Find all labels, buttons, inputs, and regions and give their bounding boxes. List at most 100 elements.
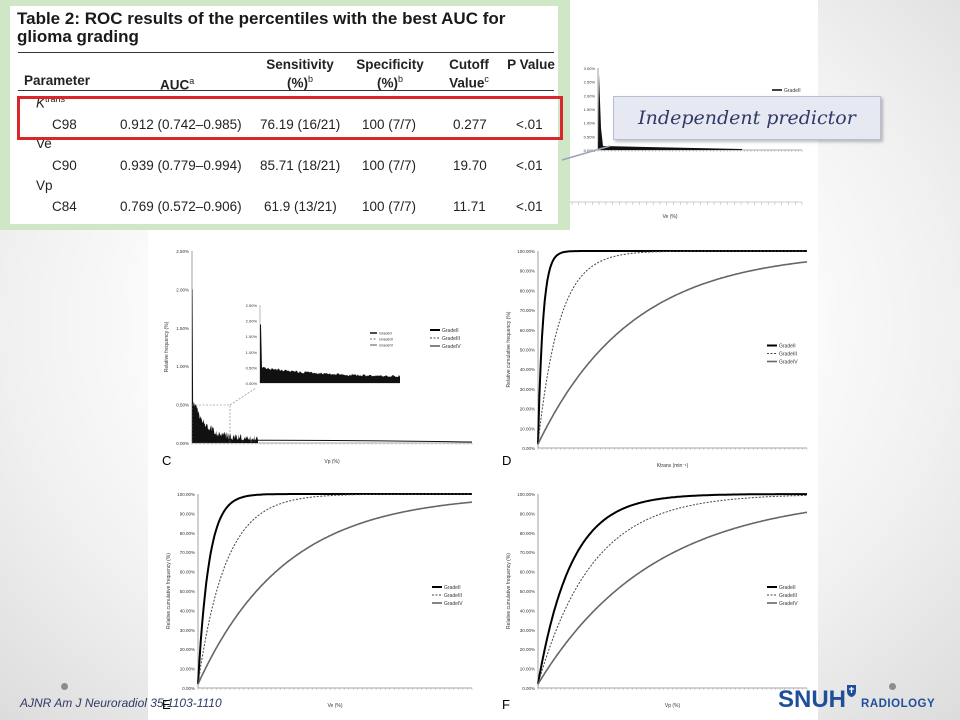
- series-gradeii: [538, 494, 807, 684]
- row-c84-percentile: C84: [52, 199, 77, 214]
- y-tick-label: 90.00%: [520, 511, 535, 516]
- inset-legend-label: GradeIII: [379, 338, 393, 342]
- y-tick-label: 80.00%: [520, 531, 535, 536]
- row-c90-sensitivity: 85.71 (18/21): [260, 158, 340, 173]
- row-c84-auc: 0.769 (0.572–0.906): [120, 199, 242, 214]
- legend-label: GradeIII: [779, 352, 797, 358]
- header-parameter: Parameter: [24, 74, 90, 88]
- callout-arrow: [560, 140, 620, 165]
- y-tick-label: 0.00%: [182, 686, 195, 691]
- inset-y-tick-label: 1.00%: [246, 350, 258, 355]
- row-c90-auc: 0.939 (0.779–0.994): [120, 158, 242, 173]
- header-p-value: P Value: [504, 58, 558, 72]
- slide-dot-right: [889, 683, 896, 690]
- panel-e-chart: 100.00% 90.00% 80.00% 70.00% 60.00% 50.00% 40.…: [160, 488, 480, 710]
- y-tick-label: 90.00%: [520, 269, 535, 274]
- header-sensitivity: Sensitivity (%)b: [255, 58, 345, 91]
- y-tick-label: 60.00%: [520, 328, 535, 333]
- row-c84-specificity: 100 (7/7): [362, 199, 416, 214]
- legend-label: GradeIII: [779, 593, 797, 599]
- series-gradeiv: [538, 262, 807, 444]
- y-axis-label: Relative cumulative frequency (%): [166, 553, 172, 629]
- inset-y-tick-label: 2.50%: [246, 303, 258, 308]
- y-tick-label: 30.00%: [180, 628, 195, 633]
- header-cutoff: Cutoff Valuec: [438, 58, 500, 91]
- panel-e: 100.00% 90.00% 80.00% 70.00% 60.00% 50.00% 40.…: [160, 488, 480, 710]
- logo-main-text: SNUH: [778, 686, 846, 714]
- legend-label: GradeIII: [444, 593, 462, 599]
- series-gradeiii: [198, 494, 472, 684]
- y-axis-label: Relative frequency (%): [164, 321, 170, 372]
- row-c84-sensitivity: 61.9 (13/21): [264, 199, 337, 214]
- x-axis-label: Vp (%): [665, 703, 681, 709]
- logo-sub-text: RADIOLOGY: [861, 698, 935, 710]
- series-gradeiii: [538, 495, 807, 684]
- panel-d-letter: D: [502, 453, 511, 468]
- series-gradeiv: [198, 502, 472, 684]
- y-tick-label: 40.00%: [520, 608, 535, 613]
- zoom-connector: [230, 388, 256, 405]
- y-tick-label: 0.50%: [176, 403, 189, 408]
- highlight-box: [17, 96, 563, 140]
- y-tick-label: 1.00%: [584, 121, 596, 126]
- x-axis-label: Ve (%): [327, 703, 342, 709]
- panel-c-chart: 2.50%2.00%1.50%1.00%0.50%0.00%Relative f…: [160, 245, 480, 470]
- y-tick-label: 50.00%: [520, 589, 535, 594]
- y-tick-label: 70.00%: [520, 308, 535, 313]
- series-gradeiv: [538, 512, 807, 684]
- y-tick-label: 0.00%: [522, 686, 535, 691]
- y-tick-label: 1.00%: [176, 364, 189, 369]
- y-axis-label: Relative cumulative frequency (%): [506, 553, 512, 629]
- inset-y-tick-label: 2.00%: [246, 319, 258, 324]
- y-tick-label: 100.00%: [517, 492, 535, 497]
- group-vp-label: Vp: [36, 178, 53, 193]
- y-tick-label: 10.00%: [520, 426, 535, 431]
- y-tick-label: 1.50%: [584, 107, 596, 112]
- y-tick-label: 20.00%: [520, 647, 535, 652]
- y-tick-label: 20.00%: [520, 407, 535, 412]
- y-tick-label: 0.50%: [584, 134, 596, 139]
- row-c90-percentile: C90: [52, 158, 77, 173]
- y-tick-label: 80.00%: [520, 288, 535, 293]
- y-tick-label: 40.00%: [180, 608, 195, 613]
- y-tick-label: 2.00%: [584, 93, 596, 98]
- row-c90-specificity: 100 (7/7): [362, 158, 416, 173]
- panel-c-letter: C: [162, 453, 171, 468]
- legend-label: GradeIII: [442, 336, 460, 342]
- table-top-rule: [18, 52, 554, 53]
- y-axis-label: Relative cumulative frequency (%): [506, 311, 512, 387]
- legend-label: GradeIV: [444, 601, 463, 607]
- y-tick-label: 3.00%: [584, 66, 596, 71]
- slide-dot-left: [61, 683, 68, 690]
- panel-f-chart: 100.00%90.00%80.00%70.00%60.00%50.00%40.…: [500, 488, 815, 710]
- inset-y-tick-label: 0.00%: [246, 381, 258, 386]
- legend-label: GradeII: [444, 585, 461, 591]
- series-gradeii: [538, 251, 807, 444]
- panel-d: 100.00% 90.00% 80.00% 70.00% 60.00% 50.00% 40.…: [500, 245, 815, 470]
- y-tick-label: 2.50%: [584, 80, 596, 85]
- x-axis-label: Ktrans (min⁻¹): [657, 463, 689, 469]
- table-title: Table 2: ROC results of the percentiles …: [17, 10, 557, 46]
- y-tick-label: 50.00%: [180, 589, 195, 594]
- y-tick-label: 100.00%: [177, 492, 195, 497]
- legend-label: GradeIV: [442, 344, 461, 350]
- shield-icon: [846, 684, 857, 698]
- row-c90-cutoff: 19.70: [453, 158, 487, 173]
- series-gradeiii: [538, 251, 807, 444]
- y-tick-label: 100.00%: [517, 249, 535, 254]
- row-c84-p: <.01: [516, 199, 543, 214]
- inset-legend-label: GradeII: [379, 332, 392, 336]
- legend-label: GradeIV: [779, 601, 798, 607]
- y-tick-label: 70.00%: [520, 550, 535, 555]
- row-c90-p: <.01: [516, 158, 543, 173]
- y-tick-label: 80.00%: [180, 531, 195, 536]
- series-gradeii: [198, 494, 472, 684]
- row-c84-cutoff: 11.71: [453, 199, 486, 214]
- y-tick-label: 60.00%: [180, 570, 195, 575]
- panel-c: 2.50% 2.00% 1.50% 1.00% 0.50% 0.00% Relative f…: [160, 245, 480, 470]
- arrow-line: [562, 146, 610, 160]
- panel-f-letter: F: [502, 697, 510, 712]
- y-tick-label: 10.00%: [520, 667, 535, 672]
- y-tick-label: 40.00%: [520, 367, 535, 372]
- inset-legend-label: GradeIV: [379, 344, 394, 348]
